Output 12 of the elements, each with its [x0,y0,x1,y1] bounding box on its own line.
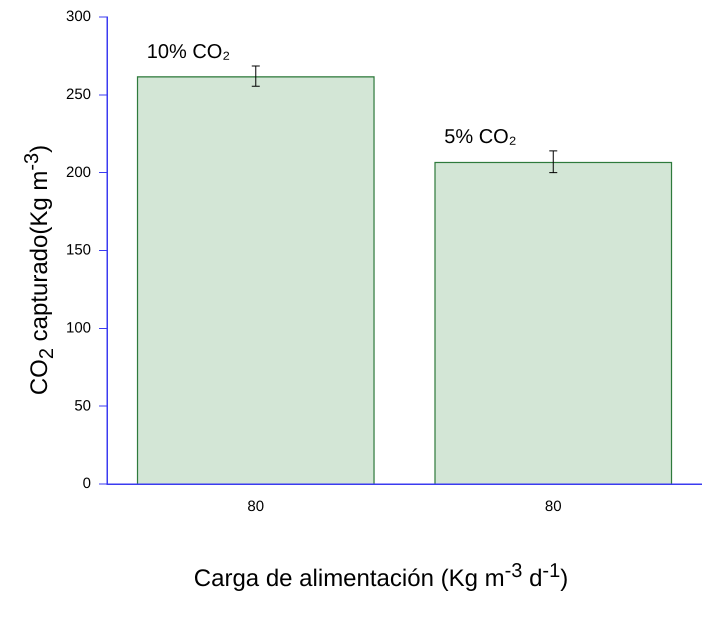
annotation: 5% CO₂ [444,126,516,148]
y-tick-label: 200 [66,164,92,181]
annotation: 10% CO₂ [146,41,230,64]
y-tick-label: 300 [66,8,92,26]
y-tick-label: 100 [66,319,92,336]
x-tick-label: 80 [544,498,562,516]
y-tick-label: 50 [74,397,92,414]
y-tick-label: 150 [66,242,92,259]
x-axis-title: Carga de alimentación (Kg m$^{-3}$ d$^{-1}$) [192,560,570,593]
y-tick-label: 0 [82,475,92,492]
y-tick-label: 250 [66,86,92,103]
x-tick-label: 80 [247,498,264,516]
